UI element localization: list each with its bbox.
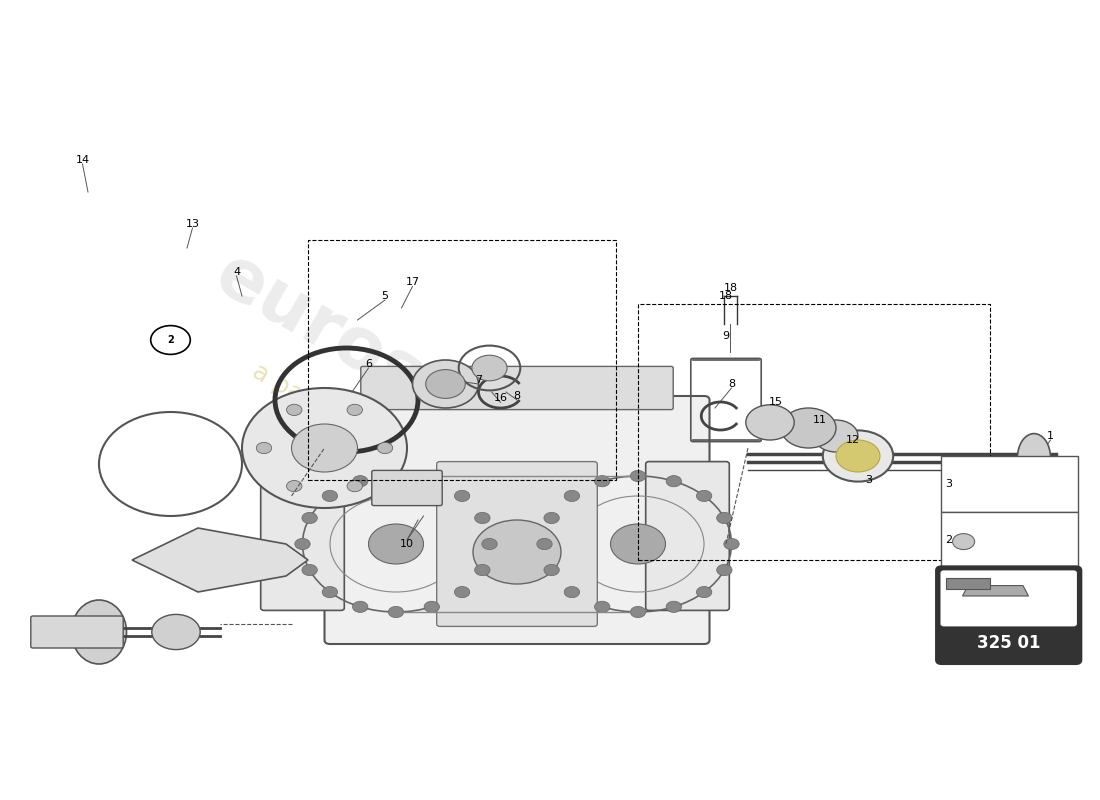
Polygon shape	[962, 586, 1028, 596]
Circle shape	[348, 404, 363, 415]
Circle shape	[454, 490, 470, 502]
Text: 9: 9	[723, 331, 729, 341]
Text: 1: 1	[1047, 431, 1054, 441]
Circle shape	[696, 586, 712, 598]
Circle shape	[482, 538, 497, 550]
Text: 16: 16	[494, 394, 507, 403]
Circle shape	[594, 602, 609, 613]
Circle shape	[594, 475, 609, 486]
Circle shape	[301, 512, 317, 523]
FancyBboxPatch shape	[936, 566, 1081, 664]
FancyBboxPatch shape	[437, 462, 597, 626]
FancyBboxPatch shape	[940, 570, 1077, 626]
Text: 5: 5	[382, 291, 388, 301]
Text: 3: 3	[866, 475, 872, 485]
Circle shape	[322, 490, 338, 502]
Circle shape	[472, 355, 507, 381]
Circle shape	[292, 424, 358, 472]
Text: 4: 4	[233, 267, 240, 277]
Circle shape	[610, 524, 665, 564]
Circle shape	[388, 470, 404, 482]
Circle shape	[781, 408, 836, 448]
Circle shape	[696, 490, 712, 502]
Circle shape	[286, 481, 301, 492]
Text: 18: 18	[724, 283, 737, 293]
Circle shape	[717, 565, 733, 576]
FancyBboxPatch shape	[940, 512, 1078, 568]
Text: 14: 14	[76, 155, 89, 165]
Circle shape	[425, 602, 440, 613]
Ellipse shape	[72, 600, 126, 664]
Circle shape	[543, 512, 559, 523]
Circle shape	[152, 614, 200, 650]
Circle shape	[368, 524, 424, 564]
Circle shape	[630, 470, 646, 482]
Circle shape	[377, 442, 393, 454]
Circle shape	[836, 440, 880, 472]
FancyBboxPatch shape	[372, 470, 442, 506]
Circle shape	[724, 538, 739, 550]
Circle shape	[717, 512, 733, 523]
Text: 18: 18	[719, 291, 733, 301]
FancyBboxPatch shape	[324, 396, 710, 644]
Circle shape	[322, 586, 338, 598]
Circle shape	[746, 405, 794, 440]
Circle shape	[425, 475, 440, 486]
Circle shape	[286, 404, 301, 415]
Text: 11: 11	[813, 415, 826, 425]
Circle shape	[564, 586, 580, 598]
Circle shape	[475, 565, 491, 576]
Circle shape	[473, 520, 561, 584]
Circle shape	[352, 602, 367, 613]
FancyBboxPatch shape	[361, 366, 673, 410]
Text: 2: 2	[167, 335, 174, 345]
Text: 2: 2	[945, 535, 952, 545]
Text: eurospares: eurospares	[202, 240, 634, 528]
Circle shape	[454, 586, 470, 598]
Circle shape	[564, 490, 580, 502]
Ellipse shape	[1018, 434, 1050, 482]
Text: 3: 3	[945, 479, 952, 489]
Circle shape	[953, 534, 975, 550]
FancyBboxPatch shape	[646, 462, 729, 610]
FancyBboxPatch shape	[940, 456, 1078, 512]
Text: a passion for parts since 1986: a passion for parts since 1986	[249, 359, 587, 569]
Text: 15: 15	[769, 397, 782, 406]
Circle shape	[475, 512, 491, 523]
Circle shape	[426, 370, 465, 398]
Circle shape	[667, 602, 682, 613]
Text: 17: 17	[406, 278, 419, 287]
Circle shape	[412, 360, 478, 408]
Text: 6: 6	[365, 359, 372, 369]
Circle shape	[537, 538, 552, 550]
Text: 13: 13	[186, 219, 199, 229]
Polygon shape	[946, 578, 990, 589]
Circle shape	[630, 606, 646, 618]
Polygon shape	[132, 528, 308, 592]
Circle shape	[823, 430, 893, 482]
Circle shape	[814, 420, 858, 452]
Circle shape	[352, 475, 367, 486]
Circle shape	[242, 388, 407, 508]
Circle shape	[543, 565, 559, 576]
Circle shape	[388, 606, 404, 618]
Circle shape	[346, 481, 362, 492]
FancyBboxPatch shape	[261, 462, 344, 610]
Circle shape	[667, 475, 682, 486]
Text: 325 01: 325 01	[977, 634, 1041, 652]
Text: 8: 8	[514, 391, 520, 401]
Circle shape	[301, 565, 317, 576]
Text: 7: 7	[475, 375, 482, 385]
Text: 8: 8	[728, 379, 735, 389]
Circle shape	[295, 538, 310, 550]
FancyBboxPatch shape	[31, 616, 123, 648]
Text: 12: 12	[846, 435, 859, 445]
Text: 10: 10	[400, 539, 414, 549]
Circle shape	[256, 442, 272, 454]
